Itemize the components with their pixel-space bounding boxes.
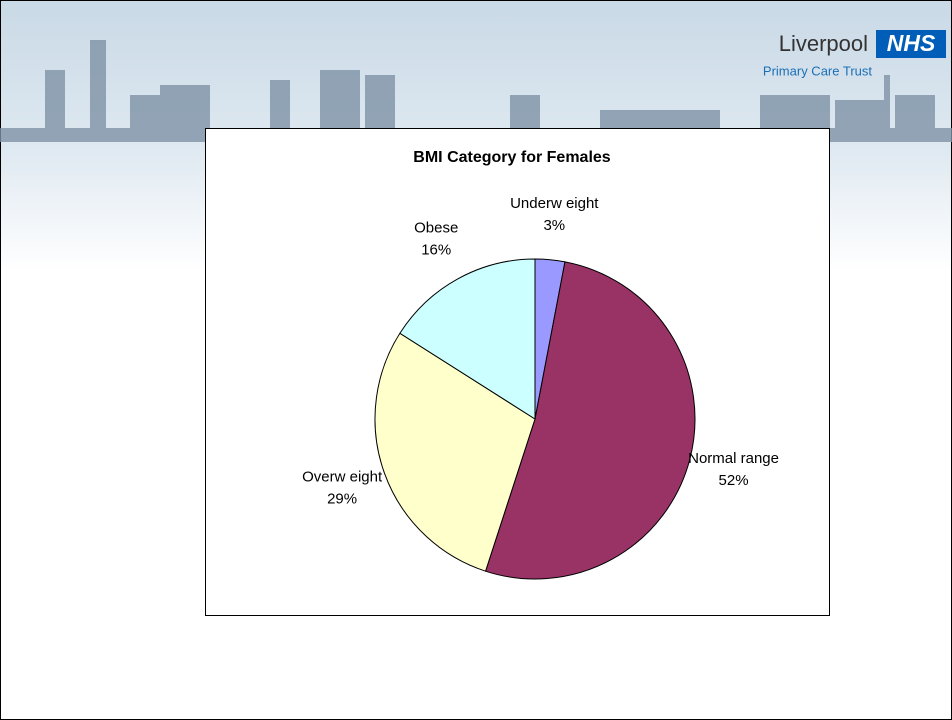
chart-title: BMI Category for Females <box>413 149 610 166</box>
slice-label: Overw eight <box>302 468 383 485</box>
nhs-logo: NHS <box>887 30 936 56</box>
org-name: Liverpool <box>779 31 868 56</box>
org-subtitle: Primary Care Trust <box>763 63 872 78</box>
pie-slice <box>399 258 536 420</box>
slice-value-label: 52% <box>719 472 749 489</box>
slice-value-label: 16% <box>421 241 451 258</box>
nhs-logo-box <box>876 30 946 58</box>
slice-label: Normal range <box>688 450 779 467</box>
pie-slice <box>374 332 536 572</box>
slice-label: Obese <box>414 219 458 236</box>
slice-value-label: 29% <box>327 490 357 507</box>
slice-value-label: 3% <box>543 217 565 234</box>
pie-slice <box>484 261 696 580</box>
slice-label: Underw eight <box>510 195 599 212</box>
